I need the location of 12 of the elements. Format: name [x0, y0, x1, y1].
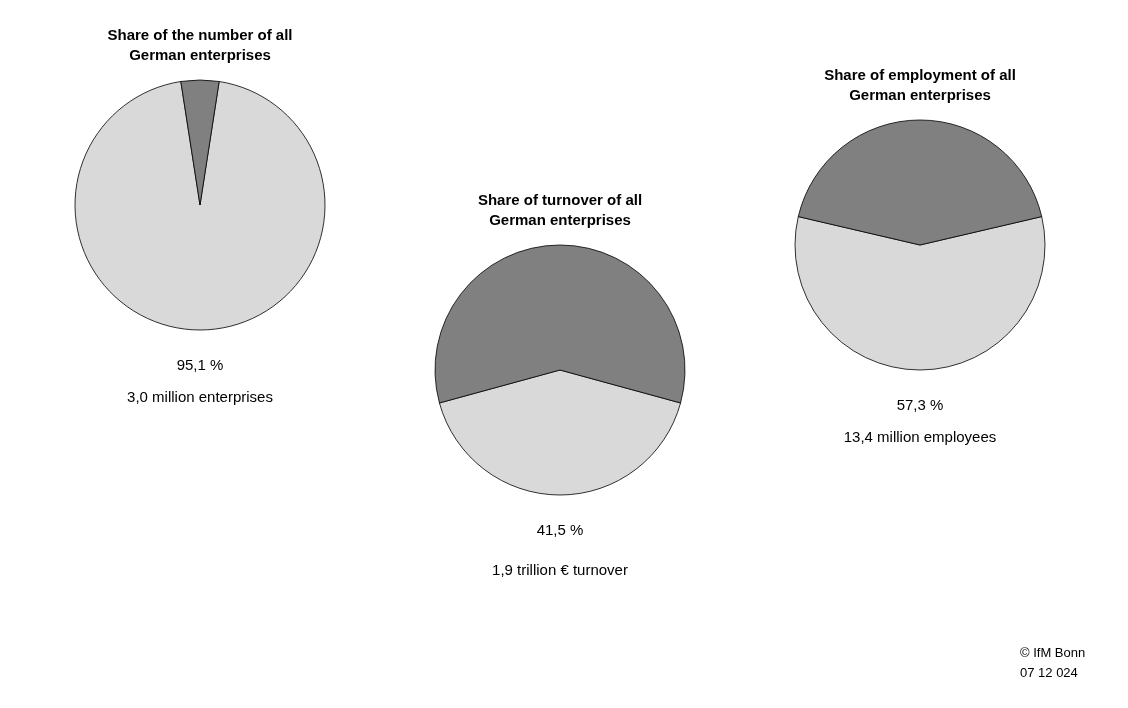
chart-title: Share of employment of all German enterprises [824, 66, 1016, 103]
text: 57,3 % [896, 396, 944, 413]
text: 07 12 024 [1020, 665, 1078, 680]
text: 95,1 % [176, 356, 224, 373]
text: © IfM Bonn [1020, 645, 1086, 660]
pie-slice [74, 81, 326, 331]
text: 3,0 million enterprises [127, 388, 273, 405]
text: 41,5 % [536, 521, 584, 538]
text: 13,4 million employees [843, 428, 997, 445]
chart-title: Share of the number of all German enterprises [107, 26, 293, 63]
text: 1,9 trillion € turnover [492, 561, 628, 578]
chart-title: Share of turnover of all German enterprises [477, 191, 643, 228]
